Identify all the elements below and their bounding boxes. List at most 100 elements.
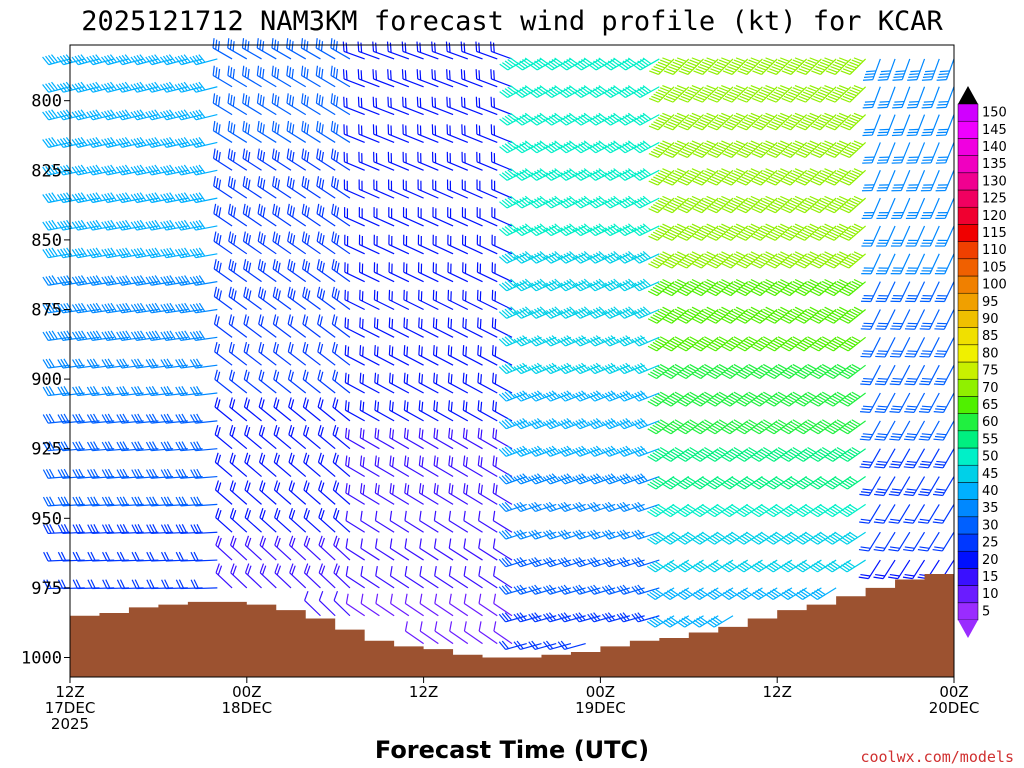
wind-barb [587,168,616,181]
wind-barb [388,262,410,283]
barb-staff [493,602,513,617]
barb-flag [214,342,218,352]
wind-barb [345,566,365,589]
wind-barb [403,234,424,255]
barb-flag [534,584,542,593]
barb-staff [477,354,498,366]
barb-flag [154,247,162,257]
barb-staff [536,169,557,181]
barb-staff [166,225,188,231]
barb-flag [531,62,541,69]
barb-staff [446,50,469,60]
barb-flag [494,401,497,412]
barb-staff [62,364,85,369]
wind-barb [419,538,439,561]
barb-flag [336,234,340,245]
wind-barb [175,302,203,314]
wind-barb [572,306,601,319]
wind-barb [373,179,395,199]
barb-flag [275,343,279,354]
barb-flag [288,507,293,518]
barb-flag [513,256,522,264]
barb-flag [501,117,511,125]
wind-barb [528,140,557,154]
barb-flag [276,41,279,52]
barb-staff [165,559,188,562]
barb-flag [213,259,217,269]
barb-flag [232,68,235,79]
barb-flag [95,219,103,229]
wind-barb [447,234,469,255]
barb-staff [286,75,307,88]
wind-barb [86,275,115,286]
wind-barb [228,203,248,227]
barb-flag [134,413,141,424]
barb-staff [195,364,218,369]
barb-flag [78,358,85,368]
wind-barb [432,234,454,255]
barb-flag [243,369,248,380]
barb-flag [522,335,531,343]
barb-flag [403,400,406,411]
barb-flag [590,392,598,401]
barb-staff [403,216,424,227]
wind-barb [229,424,248,450]
barb-flag [175,469,182,479]
wind-barb [87,496,115,507]
barb-flag [215,177,219,188]
barb-flag [560,62,570,69]
barb-flag [217,510,222,520]
barb-flag [149,496,155,506]
barb-flag [65,109,73,118]
barb-flag [125,247,132,257]
wind-barb [242,65,262,88]
barb-staff [165,531,188,535]
barb-flag [581,418,589,426]
barb-flag [499,146,508,154]
wind-barb [174,109,203,121]
wind-barb [86,302,115,314]
wind-barb [373,262,395,283]
barb-flag [290,371,294,382]
barb-flag [160,441,167,451]
barb-flag [177,138,185,148]
barb-flag [435,374,438,385]
barb-flag [272,314,277,325]
barb-staff [63,141,85,148]
barb-staff [521,141,542,154]
barb-flag [214,480,219,491]
barb-flag [137,496,144,506]
barb-flag [121,110,129,119]
wind-barb [286,93,307,116]
barb-flag [244,507,249,518]
barb-flag [583,168,593,176]
barb-staff [136,364,159,369]
barb-flag [160,111,167,121]
barb-flag [516,613,524,622]
barb-flag [315,65,319,76]
barb-flag [189,386,196,396]
wind-barb [498,362,527,375]
barb-flag [578,529,586,538]
barb-flag [318,563,323,574]
barb-flag [477,317,479,328]
barb-flag [145,304,152,314]
barb-staff [360,547,380,561]
barb-flag [546,117,555,125]
barb-flag [435,401,439,412]
barb-flag [572,613,580,623]
barb-flag [563,253,572,261]
barb-flag [57,304,64,314]
barb-staff [447,326,469,338]
barb-flag [501,172,511,180]
barb-flag [189,359,197,369]
barb-flag [543,641,551,650]
wind-barb [374,345,395,366]
barb-flag [388,317,391,328]
barb-staff [274,572,292,589]
barb-flag [291,537,296,548]
barb-flag [273,397,278,408]
barb-flag [180,110,188,119]
barb-staff [195,141,218,148]
wind-barb [492,455,513,478]
